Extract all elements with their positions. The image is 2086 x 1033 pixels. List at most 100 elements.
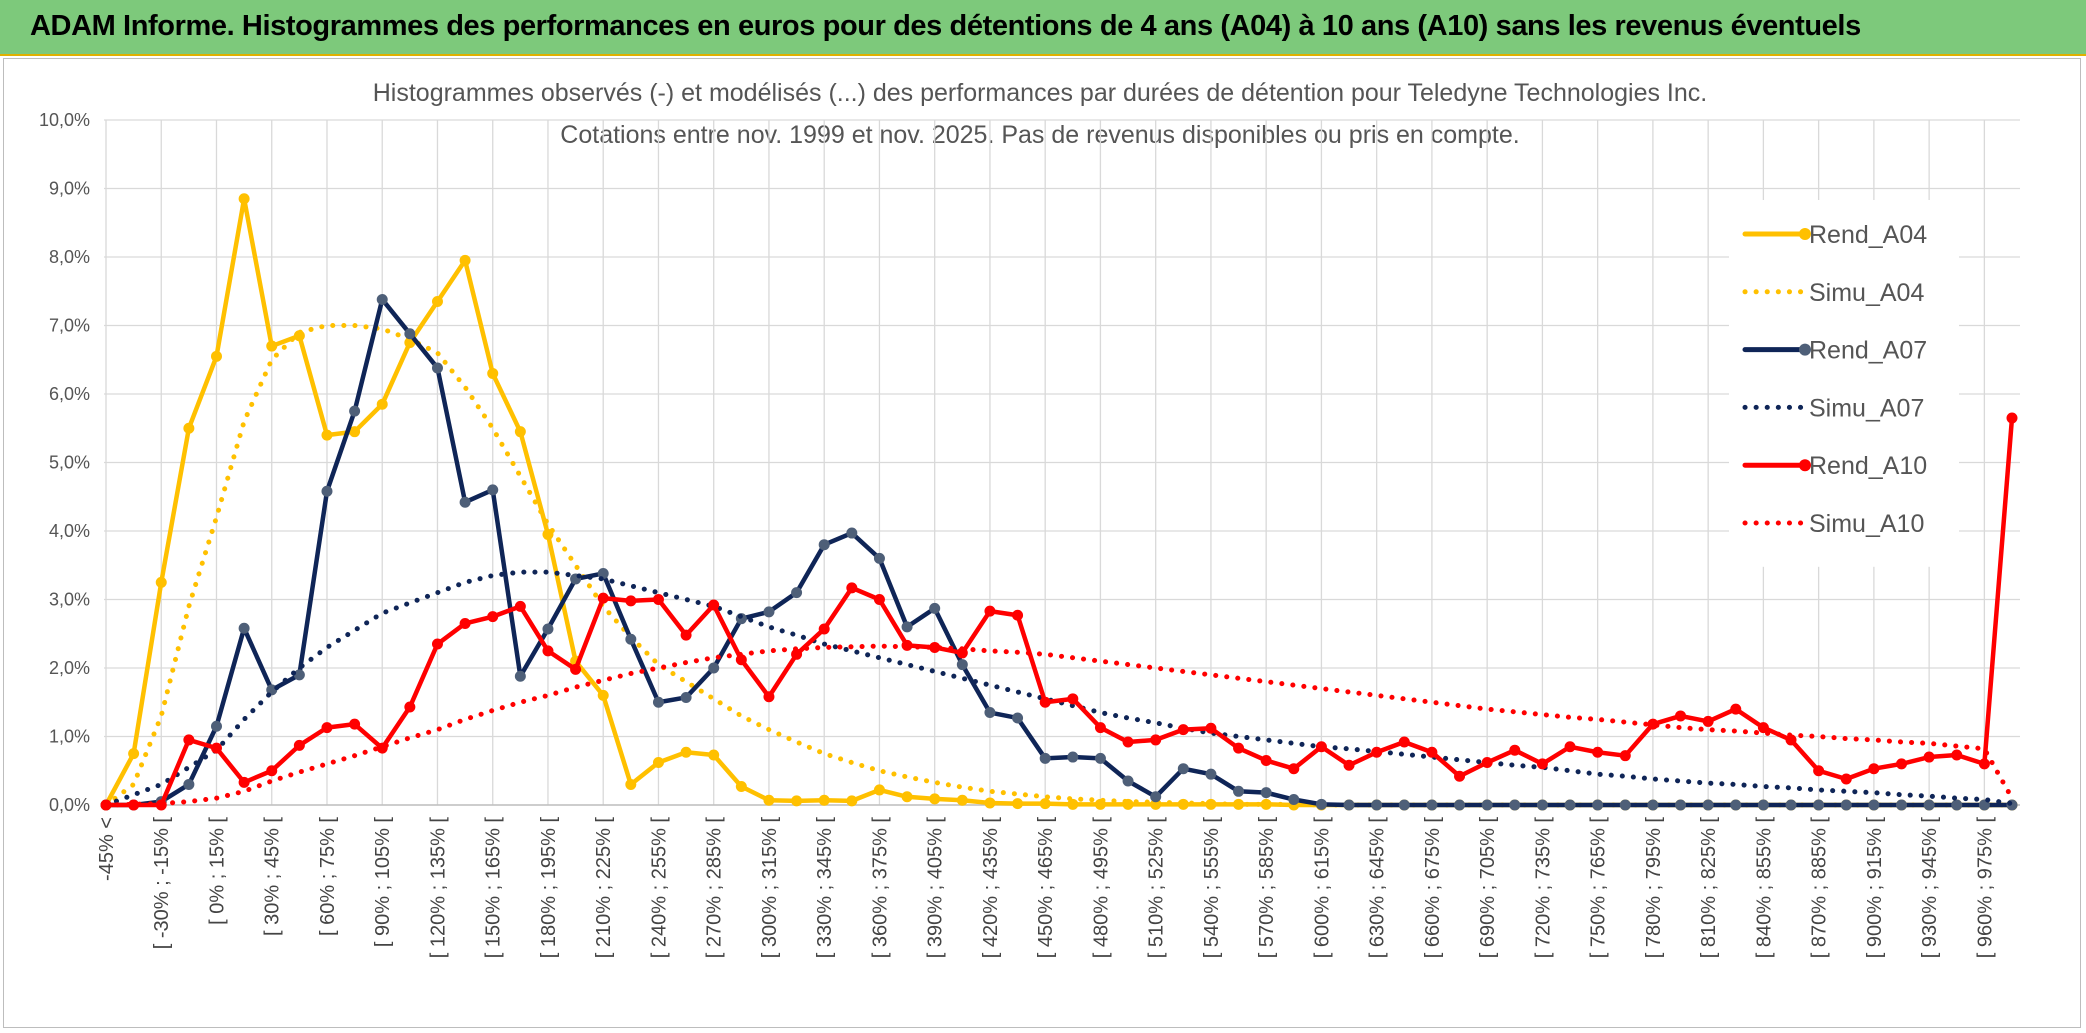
data-point (1923, 751, 1935, 763)
data-point (1260, 787, 1272, 799)
y-tick-label: 8,0% (49, 247, 90, 267)
data-point (431, 362, 443, 374)
y-tick-label: 10,0% (39, 110, 90, 130)
data-point (459, 254, 471, 266)
data-point (1315, 741, 1327, 753)
data-point (1978, 799, 1990, 811)
y-tick-label: 2,0% (49, 658, 90, 678)
data-point (1343, 759, 1355, 771)
x-tick-label: [ 240% ; 255% [ (648, 817, 670, 959)
data-point (1288, 794, 1300, 806)
data-point (1150, 734, 1162, 746)
header-title: ADAM Informe. Histogrammes des performan… (30, 10, 1861, 42)
series-line (103, 297, 2015, 808)
data-point (1067, 693, 1079, 705)
legend-label: Rend_A07 (1809, 337, 1927, 365)
data-point (1564, 799, 1576, 811)
legend-label: Simu_A10 (1809, 510, 1924, 538)
data-point (873, 552, 885, 564)
data-point (349, 718, 361, 730)
data-point (1122, 736, 1134, 748)
data-point (652, 757, 664, 769)
x-tick-label: [ 390% ; 405% [ (925, 817, 947, 959)
x-tick-label: [ 120% ; 135% [ (427, 817, 449, 959)
x-tick-label: [ 540% ; 555% [ (1201, 817, 1223, 959)
data-point (1564, 741, 1576, 753)
x-tick-label: [ 30% ; 45% [ (262, 817, 284, 936)
data-point (1426, 799, 1438, 811)
data-point (266, 340, 278, 352)
data-point (1592, 799, 1604, 811)
data-point (183, 734, 195, 746)
data-point (1702, 715, 1714, 727)
data-point (1785, 799, 1797, 811)
x-tick-label: [ 150% ; 165% [ (483, 817, 505, 959)
x-tick-label: [ 750% ; 765% [ (1588, 817, 1610, 959)
data-point (763, 691, 775, 703)
data-point (238, 193, 250, 205)
x-tick-label: [ 210% ; 225% [ (593, 817, 615, 959)
data-point (1012, 798, 1024, 810)
x-tick-label: [ 450% ; 465% [ (1035, 817, 1057, 959)
data-point (708, 662, 720, 674)
header: ADAM Informe. Histogrammes des performan… (0, 0, 2086, 56)
data-point (846, 795, 858, 807)
data-point (1177, 724, 1189, 736)
series-line (103, 643, 2015, 808)
data-point (487, 367, 499, 379)
legend-marker (1799, 228, 1811, 240)
data-point (1343, 799, 1355, 811)
data-point (818, 623, 830, 635)
x-tick-label: [ 180% ; 195% [ (538, 817, 560, 959)
data-point (1619, 750, 1631, 762)
data-point (1647, 799, 1659, 811)
x-tick-label: -45% < (96, 817, 118, 881)
x-tick-label: [ 480% ; 495% [ (1090, 817, 1112, 959)
legend-background (1729, 200, 1959, 567)
data-point (404, 701, 416, 713)
data-point (1840, 799, 1852, 811)
data-point (210, 742, 222, 754)
data-point (652, 696, 664, 708)
data-point (514, 426, 526, 438)
data-point (1150, 791, 1162, 803)
data-point (1675, 799, 1687, 811)
x-tick-label: [ 780% ; 795% [ (1643, 817, 1665, 959)
data-point (1205, 722, 1217, 734)
data-point (1923, 799, 1935, 811)
x-tick-label: [ 840% ; 855% [ (1753, 817, 1775, 959)
x-tick-label: [ 930% ; 945% [ (1919, 817, 1941, 959)
x-tick-label: [ 870% ; 885% [ (1809, 817, 1831, 959)
x-tick-label: [ 300% ; 315% [ (759, 817, 781, 959)
data-point (1122, 775, 1134, 787)
data-point (1536, 799, 1548, 811)
data-point (1896, 799, 1908, 811)
data-point (1398, 799, 1410, 811)
data-point (2006, 412, 2018, 424)
data-point (1233, 785, 1245, 797)
series-line (103, 323, 2015, 808)
data-point (404, 328, 416, 340)
legend-label: Simu_A07 (1809, 394, 1924, 422)
x-tick-label: [ 330% ; 345% [ (814, 817, 836, 959)
x-tick-label: [ 900% ; 915% [ (1864, 817, 1886, 959)
data-point (1896, 758, 1908, 770)
data-point (1371, 799, 1383, 811)
data-point (1840, 773, 1852, 785)
data-point (846, 582, 858, 594)
data-point (321, 722, 333, 734)
data-point (459, 496, 471, 508)
y-tick-label: 6,0% (49, 384, 90, 404)
data-point (1868, 763, 1880, 775)
y-tick-label: 0,0% (49, 795, 90, 815)
y-tick-label: 9,0% (49, 179, 90, 199)
data-point (1757, 799, 1769, 811)
data-point (1067, 798, 1079, 810)
data-point (763, 606, 775, 618)
data-point (1371, 746, 1383, 758)
data-point (1509, 744, 1521, 756)
data-point (376, 293, 388, 305)
data-point (873, 594, 885, 605)
legend-label: Rend_A10 (1809, 452, 1927, 480)
